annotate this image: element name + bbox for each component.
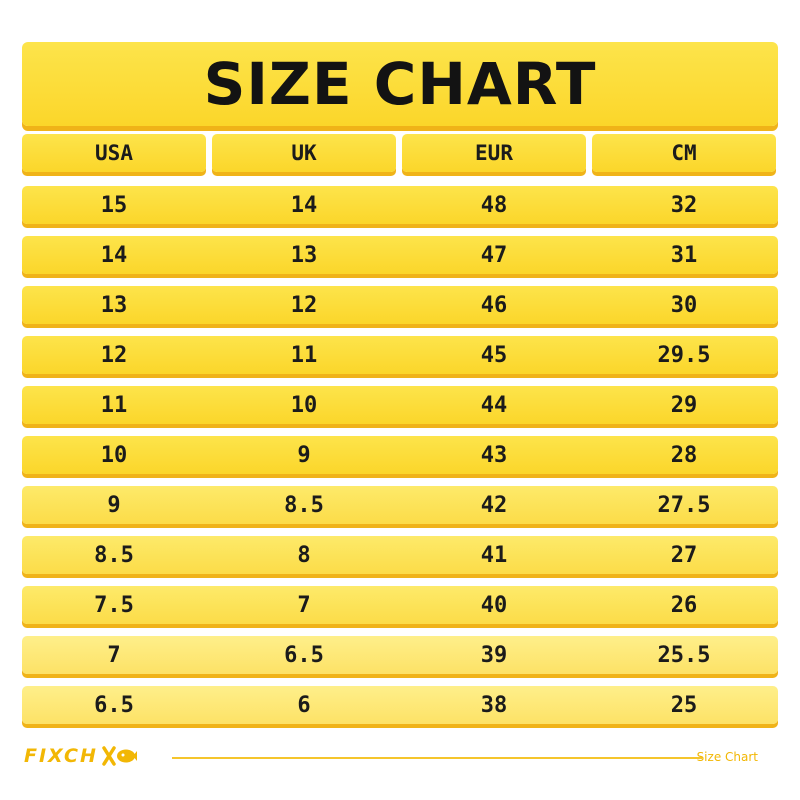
- cell-cm: 31: [670, 242, 698, 268]
- cell-eur: 41: [480, 542, 508, 568]
- table-row: 10 9 43 28: [22, 436, 778, 474]
- cell-eur: 46: [480, 292, 508, 318]
- cell-usa: 15: [100, 192, 128, 218]
- cell-cm: 32: [670, 192, 698, 218]
- cell-eur: 45: [480, 342, 508, 368]
- cell-usa: 9: [107, 492, 121, 518]
- header-usa: USA: [22, 134, 206, 172]
- title-bar: SIZE CHART: [22, 42, 778, 126]
- cell-uk: 8: [297, 542, 311, 568]
- cell-eur: 48: [480, 192, 508, 218]
- brand-logo: FIXCH: [24, 744, 138, 768]
- brand-name: FIXCH: [24, 745, 98, 767]
- size-table-body: 15 14 48 32 14 13 47 31 13 12 46 30 12 1…: [22, 186, 778, 736]
- table-row: 15 14 48 32: [22, 186, 778, 224]
- cell-eur: 42: [480, 492, 508, 518]
- cell-uk: 6: [297, 692, 311, 718]
- cell-usa: 10: [100, 442, 128, 468]
- table-row: 8.5 8 41 27: [22, 536, 778, 574]
- cell-usa: 7.5: [94, 592, 134, 618]
- table-row: 12 11 45 29.5: [22, 336, 778, 374]
- cell-usa: 13: [100, 292, 128, 318]
- cell-uk: 11: [290, 342, 318, 368]
- table-row: 7 6.5 39 25.5: [22, 636, 778, 674]
- cell-uk: 10: [290, 392, 318, 418]
- cell-eur: 39: [480, 642, 508, 668]
- cell-cm: 27: [670, 542, 698, 568]
- table-row: 9 8.5 42 27.5: [22, 486, 778, 524]
- cell-cm: 25.5: [657, 642, 711, 668]
- cell-uk: 9: [297, 442, 311, 468]
- table-row: 14 13 47 31: [22, 236, 778, 274]
- header-cm: CM: [592, 134, 776, 172]
- cell-eur: 38: [480, 692, 508, 718]
- header-eur: EUR: [402, 134, 586, 172]
- table-row: 6.5 6 38 25: [22, 686, 778, 724]
- header-uk: UK: [212, 134, 396, 172]
- cell-cm: 29.5: [657, 342, 711, 368]
- cell-usa: 6.5: [94, 692, 134, 718]
- cell-uk: 13: [290, 242, 318, 268]
- cell-usa: 8.5: [94, 542, 134, 568]
- page-title: SIZE CHART: [203, 50, 597, 118]
- footer-caption: Size Chart: [696, 750, 758, 764]
- cell-eur: 47: [480, 242, 508, 268]
- cell-uk: 7: [297, 592, 311, 618]
- footer: FIXCH Size Chart: [24, 742, 764, 774]
- cell-eur: 44: [480, 392, 508, 418]
- table-row: 11 10 44 29: [22, 386, 778, 424]
- footer-divider: [172, 757, 702, 759]
- cell-usa: 14: [100, 242, 128, 268]
- cell-cm: 29: [670, 392, 698, 418]
- table-row: 13 12 46 30: [22, 286, 778, 324]
- table-header: USA UK EUR CM: [22, 134, 778, 172]
- cell-cm: 28: [670, 442, 698, 468]
- cell-eur: 43: [480, 442, 508, 468]
- cell-usa: 12: [100, 342, 128, 368]
- cell-cm: 26: [670, 592, 698, 618]
- cell-usa: 7: [107, 642, 121, 668]
- xo-fish-logo-icon: [102, 746, 137, 766]
- cell-uk: 8.5: [284, 492, 324, 518]
- cell-cm: 30: [670, 292, 698, 318]
- cell-cm: 25: [670, 692, 698, 718]
- cell-uk: 12: [290, 292, 318, 318]
- cell-uk: 6.5: [284, 642, 324, 668]
- cell-eur: 40: [480, 592, 508, 618]
- cell-cm: 27.5: [657, 492, 711, 518]
- cell-uk: 14: [290, 192, 318, 218]
- table-row: 7.5 7 40 26: [22, 586, 778, 624]
- cell-usa: 11: [100, 392, 128, 418]
